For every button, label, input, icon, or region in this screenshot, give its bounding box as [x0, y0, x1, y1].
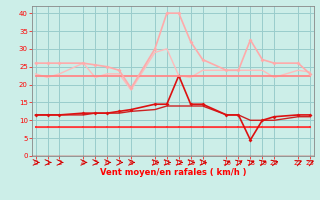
X-axis label: Vent moyen/en rafales ( km/h ): Vent moyen/en rafales ( km/h ) [100, 168, 246, 177]
